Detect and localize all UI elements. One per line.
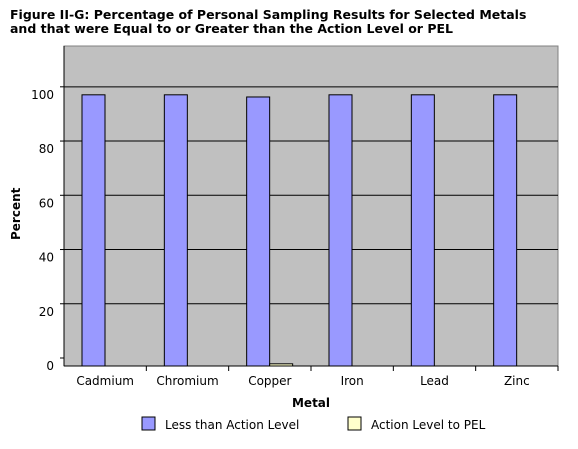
y-tick-label: 100	[31, 88, 54, 102]
legend-label: Action Level to PEL	[371, 418, 486, 432]
legend-label: Less than Action Level	[165, 418, 299, 432]
y-tick-label: 60	[39, 196, 54, 210]
bar	[493, 94, 518, 367]
bar	[410, 94, 435, 367]
chart-title-line-2: and that were Equal to or Greater than t…	[10, 21, 453, 36]
y-tick-label: 20	[39, 305, 54, 319]
bar	[328, 94, 353, 367]
y-axis-title: Percent	[9, 187, 23, 240]
axes	[60, 46, 559, 371]
y-tick-label: 80	[39, 142, 54, 156]
bar	[163, 94, 188, 367]
x-axis-title: Metal	[292, 396, 330, 410]
x-tick-label: Zinc	[504, 374, 530, 388]
bar	[81, 94, 106, 367]
x-tick-label: Lead	[420, 374, 449, 388]
x-tick-labels: Cadmium Chromium Copper Iron Lead Zinc	[76, 374, 529, 388]
legend-swatch	[347, 416, 362, 431]
x-tick-label: Copper	[248, 374, 291, 388]
y-tick-label: 40	[39, 251, 54, 265]
bar	[246, 96, 271, 367]
legend-swatch	[141, 416, 156, 431]
plot-area	[63, 45, 559, 367]
x-tick-label: Cadmium	[76, 374, 134, 388]
gridlines	[64, 86, 558, 305]
chart-title-line-1: Figure II-G: Percentage of Personal Samp…	[10, 7, 527, 22]
x-tick-label: Iron	[341, 374, 364, 388]
y-tick-labels: 0 20 40 60 80 100	[31, 88, 54, 373]
chart-title: Figure II-G: Percentage of Personal Samp…	[10, 8, 570, 36]
y-tick-label: 0	[46, 359, 54, 373]
legend: Less than Action Level Action Level to PE…	[141, 416, 486, 432]
x-tick-label: Chromium	[156, 374, 218, 388]
